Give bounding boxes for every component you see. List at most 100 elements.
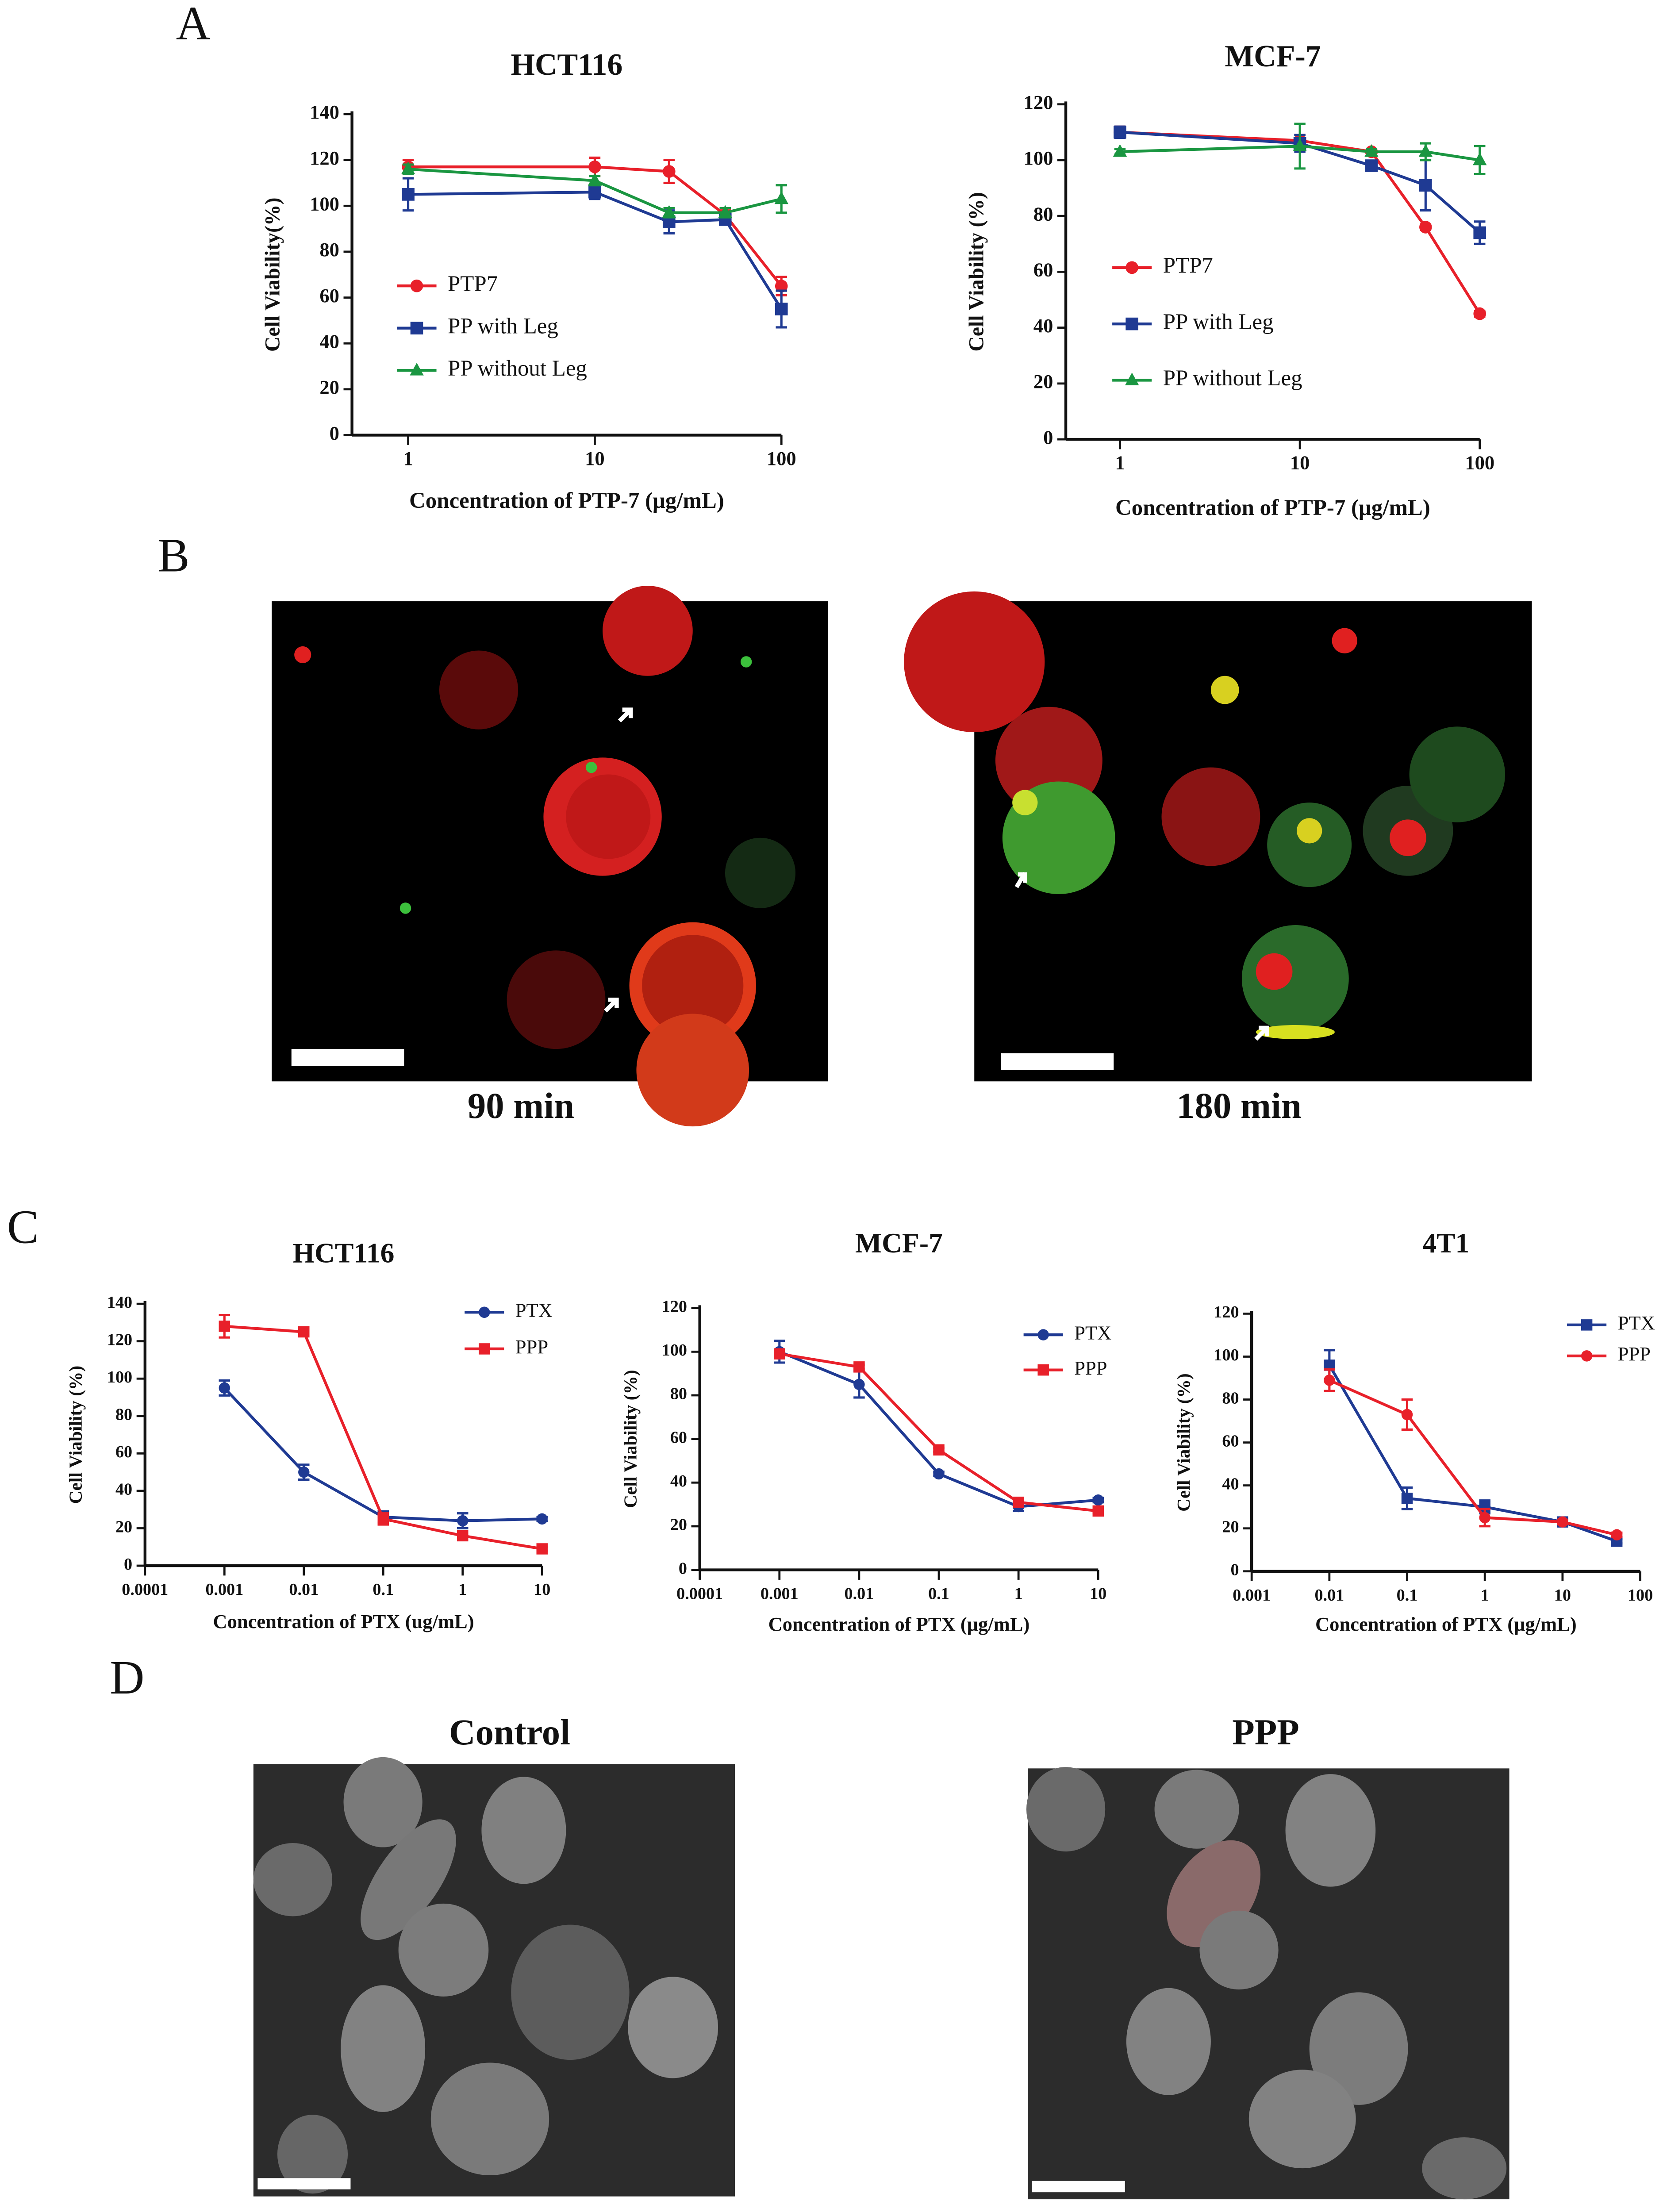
marker — [1365, 159, 1378, 172]
legend-label: PP with Leg — [448, 314, 558, 338]
y-tick-label: 40 — [1033, 315, 1053, 337]
legend-label: PTX — [1618, 1312, 1655, 1334]
x-tick-label: 0.0001 — [122, 1580, 168, 1599]
x-tick-label: 100 — [767, 447, 796, 469]
marker — [401, 161, 415, 174]
panel-label: D — [110, 1651, 144, 1704]
y-tick-label: 20 — [1033, 370, 1053, 392]
x-tick-label: 1 — [1481, 1586, 1489, 1605]
chart-title: HCT116 — [293, 1237, 395, 1269]
y-tick-label: 80 — [319, 238, 339, 261]
x-tick-label: 100 — [1628, 1586, 1653, 1605]
marker — [1092, 1494, 1104, 1506]
marker — [1473, 307, 1486, 320]
marker — [1125, 261, 1138, 274]
marker — [1037, 1329, 1049, 1340]
marker — [536, 1513, 548, 1525]
panel-label: B — [157, 530, 189, 582]
x-axis-label: Concentration of PTX (ug/mL) — [213, 1610, 474, 1632]
marker — [298, 1326, 310, 1338]
marker — [588, 173, 602, 186]
marker — [479, 1306, 490, 1318]
image-caption: Control — [449, 1712, 570, 1752]
marker — [1419, 221, 1432, 234]
marker — [410, 322, 423, 335]
marker — [536, 1543, 548, 1555]
x-tick-label: 10 — [585, 447, 605, 469]
marker — [774, 1348, 785, 1359]
marker — [1418, 144, 1433, 157]
y-tick-label: 40 — [115, 1480, 132, 1499]
micrograph — [1026, 1767, 1510, 2200]
x-tick-label: 1 — [1115, 452, 1125, 474]
y-axis-label: Cell Viability (%) — [65, 1366, 86, 1504]
series-line — [779, 1350, 1099, 1508]
y-axis-label: Cell Viability (%) — [620, 1370, 641, 1508]
marker — [219, 1321, 230, 1332]
x-tick-label: 10 — [534, 1580, 550, 1599]
y-axis-label: Cell Viability (%) — [1173, 1373, 1194, 1511]
x-tick-label: 1 — [1014, 1585, 1023, 1603]
y-tick-label: 0 — [1230, 1561, 1239, 1579]
x-axis-label: Concentration of PTX (μg/mL) — [1315, 1613, 1577, 1635]
series-line — [223, 1387, 542, 1522]
y-tick-label: 100 — [662, 1341, 687, 1359]
x-tick-label: 0.001 — [761, 1585, 799, 1603]
y-tick-label: 60 — [670, 1428, 687, 1447]
x-axis-label: Concentration of PTX (μg/mL) — [768, 1613, 1030, 1635]
y-tick-label: 0 — [1043, 426, 1053, 448]
legend-label: PPP — [1618, 1343, 1651, 1365]
marker — [1293, 138, 1307, 151]
marker — [933, 1444, 945, 1456]
marker — [1113, 144, 1127, 157]
marker — [1581, 1319, 1593, 1331]
y-tick-label: 80 — [1033, 203, 1053, 225]
marker — [853, 1361, 865, 1373]
y-tick-label: 100 — [1214, 1346, 1239, 1364]
marker — [1092, 1505, 1104, 1517]
legend-label: PTX — [515, 1299, 553, 1321]
marker — [457, 1530, 469, 1542]
y-tick-label: 60 — [115, 1443, 132, 1461]
x-tick-label: 0.01 — [845, 1585, 874, 1603]
panel-label: A — [176, 0, 211, 50]
marker — [775, 280, 788, 293]
legend-label: PTP7 — [448, 272, 498, 296]
marker — [1114, 126, 1126, 139]
x-axis-label: Concentration of PTP-7 (μg/mL) — [1115, 495, 1430, 520]
marker — [1037, 1364, 1049, 1376]
x-tick-label: 0.01 — [289, 1580, 319, 1599]
marker — [402, 188, 415, 201]
marker — [1125, 317, 1138, 330]
y-tick-label: 20 — [1222, 1517, 1239, 1536]
y-tick-label: 80 — [115, 1406, 132, 1424]
x-tick-label: 10 — [1090, 1585, 1106, 1603]
y-tick-label: 60 — [1222, 1432, 1239, 1450]
legend-label: PP without Leg — [448, 356, 587, 381]
marker — [718, 205, 733, 218]
marker — [1581, 1350, 1593, 1362]
legend-label: PP with Leg — [1163, 310, 1274, 334]
y-axis-label: Cell Viability(%) — [261, 197, 284, 352]
image-caption: 90 min — [468, 1085, 574, 1126]
marker — [1013, 1496, 1024, 1508]
y-tick-label: 20 — [319, 376, 339, 398]
marker — [1324, 1375, 1335, 1386]
y-tick-label: 120 — [1214, 1303, 1239, 1321]
x-tick-label: 0.001 — [205, 1580, 243, 1599]
y-tick-label: 100 — [1024, 147, 1053, 169]
y-tick-label: 40 — [319, 330, 339, 352]
x-tick-label: 0.1 — [373, 1580, 394, 1599]
marker — [662, 165, 676, 178]
y-tick-label: 0 — [124, 1555, 132, 1574]
x-axis-label: Concentration of PTP-7 (μg/mL) — [409, 488, 724, 513]
micrograph — [253, 1757, 735, 2197]
x-tick-label: 0.1 — [928, 1585, 949, 1603]
y-tick-label: 80 — [1222, 1389, 1239, 1407]
y-tick-label: 60 — [319, 284, 339, 307]
x-tick-label: 10 — [1554, 1586, 1571, 1605]
x-tick-label: 0.01 — [1314, 1586, 1344, 1605]
x-tick-label: 0.1 — [1397, 1586, 1418, 1605]
panel-label: C — [7, 1201, 39, 1254]
